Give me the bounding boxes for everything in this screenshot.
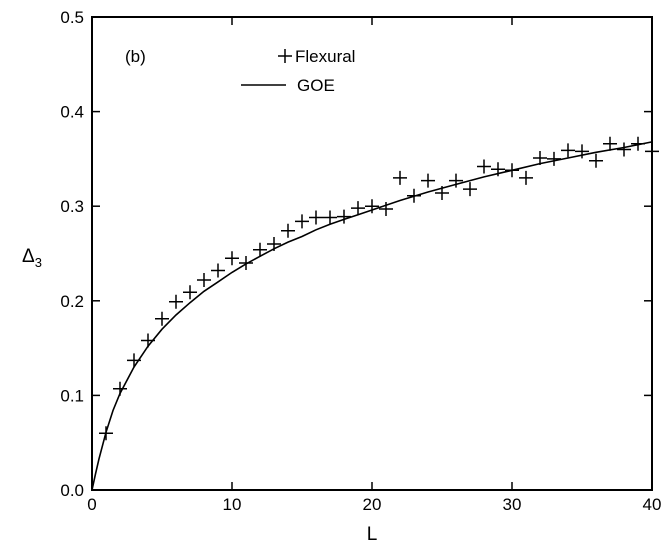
flexural-point (631, 136, 645, 151)
flexural-point (491, 162, 505, 177)
legend-flexural-marker (278, 49, 292, 63)
flexural-point (365, 199, 379, 214)
flexural-point (533, 150, 547, 165)
flexural-point (505, 163, 519, 178)
y-axis-label: Δ3 (22, 246, 42, 270)
flexural-point (141, 333, 155, 348)
flexural-point (337, 209, 351, 224)
x-tick-label: 40 (643, 495, 662, 514)
flexural-point (169, 294, 183, 309)
flexural-point (407, 188, 421, 203)
y-tick-label: 0.4 (60, 103, 84, 122)
y-axis-label-subscript: 3 (35, 255, 42, 270)
flexural-point (281, 223, 295, 238)
y-axis-label-main: Δ (22, 246, 35, 267)
flexural-point (225, 251, 239, 266)
x-tick-label: 30 (503, 495, 522, 514)
y-tick-label: 0.3 (60, 197, 84, 216)
flexural-point (603, 136, 617, 151)
flexural-point (421, 173, 435, 188)
y-tick-label: 0.1 (60, 386, 84, 405)
flexural-point (99, 426, 113, 441)
flexural-point (253, 242, 267, 257)
flexural-point (211, 263, 225, 278)
flexural-point (561, 143, 575, 158)
y-tick-label: 0.5 (60, 8, 84, 27)
flexural-point (463, 182, 477, 197)
flexural-point (309, 210, 323, 225)
legend-goe-label: GOE (297, 76, 335, 95)
flexural-point (351, 201, 365, 216)
y-tick-label: 0.2 (60, 292, 84, 311)
flexural-point (323, 210, 337, 225)
flexural-point (295, 214, 309, 229)
flexural-point (393, 170, 407, 185)
flexural-point (113, 381, 127, 396)
flexural-point (267, 237, 281, 252)
goe-curve-group (91, 141, 653, 491)
x-axis-label: L (367, 524, 378, 545)
legend-flexural-label: Flexural (295, 47, 355, 66)
y-tick-label: 0.0 (60, 481, 84, 500)
flexural-point (547, 151, 561, 166)
flexural-point (477, 159, 491, 174)
flexural-point (183, 285, 197, 300)
legend-flexural-plus (278, 49, 292, 63)
panel-label: (b) (125, 47, 146, 66)
axis-ticks-group: 0 10 20 30 40 0.0 0.1 0.2 0.3 0.4 0.5 (60, 8, 661, 514)
flexural-point (435, 185, 449, 200)
flexural-point (239, 255, 253, 270)
x-tick-label: 10 (223, 495, 242, 514)
flexural-point (519, 170, 533, 185)
x-tick-label: 0 (87, 495, 96, 514)
plot-frame (91, 16, 653, 491)
flexural-point (197, 272, 211, 287)
flexural-point (155, 311, 169, 326)
goe-curve (91, 141, 653, 491)
x-tick-label: 20 (363, 495, 382, 514)
flexural-point (617, 142, 631, 157)
flexural-point (127, 353, 141, 368)
flexural-point (379, 202, 393, 217)
flexural-point (589, 153, 603, 168)
flexural-points-group (99, 136, 659, 441)
legend: Flexural GOE (241, 47, 355, 95)
flexural-point (449, 173, 463, 188)
flexural-point (575, 144, 589, 159)
